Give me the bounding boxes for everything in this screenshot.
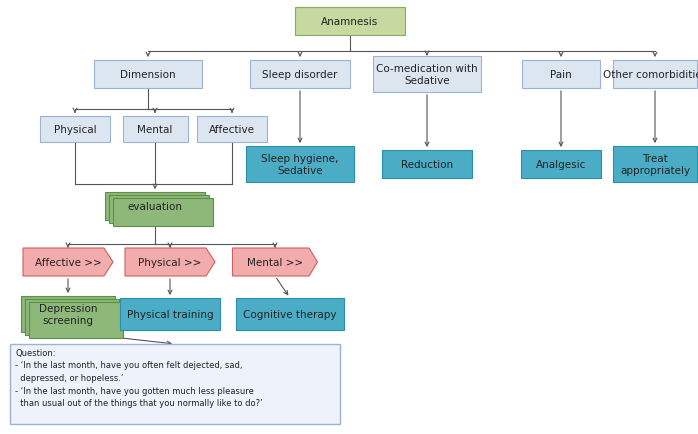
FancyBboxPatch shape <box>295 8 405 36</box>
FancyBboxPatch shape <box>250 61 350 89</box>
FancyBboxPatch shape <box>613 147 697 183</box>
Text: Physical >>: Physical >> <box>138 257 202 267</box>
FancyBboxPatch shape <box>521 151 601 178</box>
FancyBboxPatch shape <box>25 299 119 335</box>
Text: Affective: Affective <box>209 125 255 135</box>
FancyBboxPatch shape <box>236 298 344 330</box>
Polygon shape <box>23 248 113 276</box>
Text: Physical training: Physical training <box>127 309 214 319</box>
Text: Sleep disorder: Sleep disorder <box>262 70 338 80</box>
FancyBboxPatch shape <box>120 298 220 330</box>
Text: Analgesic: Analgesic <box>536 160 586 170</box>
FancyBboxPatch shape <box>21 296 115 332</box>
FancyBboxPatch shape <box>382 151 472 178</box>
Text: Mental >>: Mental >> <box>247 257 303 267</box>
Text: Affective >>: Affective >> <box>35 257 101 267</box>
FancyBboxPatch shape <box>113 198 213 227</box>
FancyBboxPatch shape <box>123 117 188 143</box>
FancyBboxPatch shape <box>373 57 481 93</box>
Text: Co-medication with
Sedative: Co-medication with Sedative <box>376 64 478 85</box>
Text: Treat
appropriately: Treat appropriately <box>620 154 690 175</box>
Text: Question:
- ‘In the last month, have you often felt dejected, sad,
  depressed, : Question: - ‘In the last month, have you… <box>15 348 262 407</box>
FancyBboxPatch shape <box>94 61 202 89</box>
Polygon shape <box>125 248 215 276</box>
FancyBboxPatch shape <box>40 117 110 143</box>
FancyBboxPatch shape <box>29 302 123 338</box>
Text: Pain: Pain <box>550 70 572 80</box>
Polygon shape <box>232 248 318 276</box>
Text: Mental: Mental <box>138 125 172 135</box>
Text: Depression
screening: Depression screening <box>39 303 97 325</box>
Text: Physical: Physical <box>54 125 96 135</box>
Text: Anamnesis: Anamnesis <box>321 17 378 27</box>
FancyBboxPatch shape <box>522 61 600 89</box>
FancyBboxPatch shape <box>197 117 267 143</box>
FancyBboxPatch shape <box>109 196 209 224</box>
Text: Dimension: Dimension <box>120 70 176 80</box>
FancyBboxPatch shape <box>105 193 205 220</box>
FancyBboxPatch shape <box>613 61 697 89</box>
Text: Cognitive therapy: Cognitive therapy <box>243 309 336 319</box>
Text: Other comorbidities: Other comorbidities <box>603 70 698 80</box>
Text: evaluation: evaluation <box>128 201 182 211</box>
FancyBboxPatch shape <box>10 344 340 424</box>
FancyBboxPatch shape <box>246 147 354 183</box>
Text: Sleep hygiene,
Sedative: Sleep hygiene, Sedative <box>261 154 339 175</box>
Text: Reduction: Reduction <box>401 160 453 170</box>
